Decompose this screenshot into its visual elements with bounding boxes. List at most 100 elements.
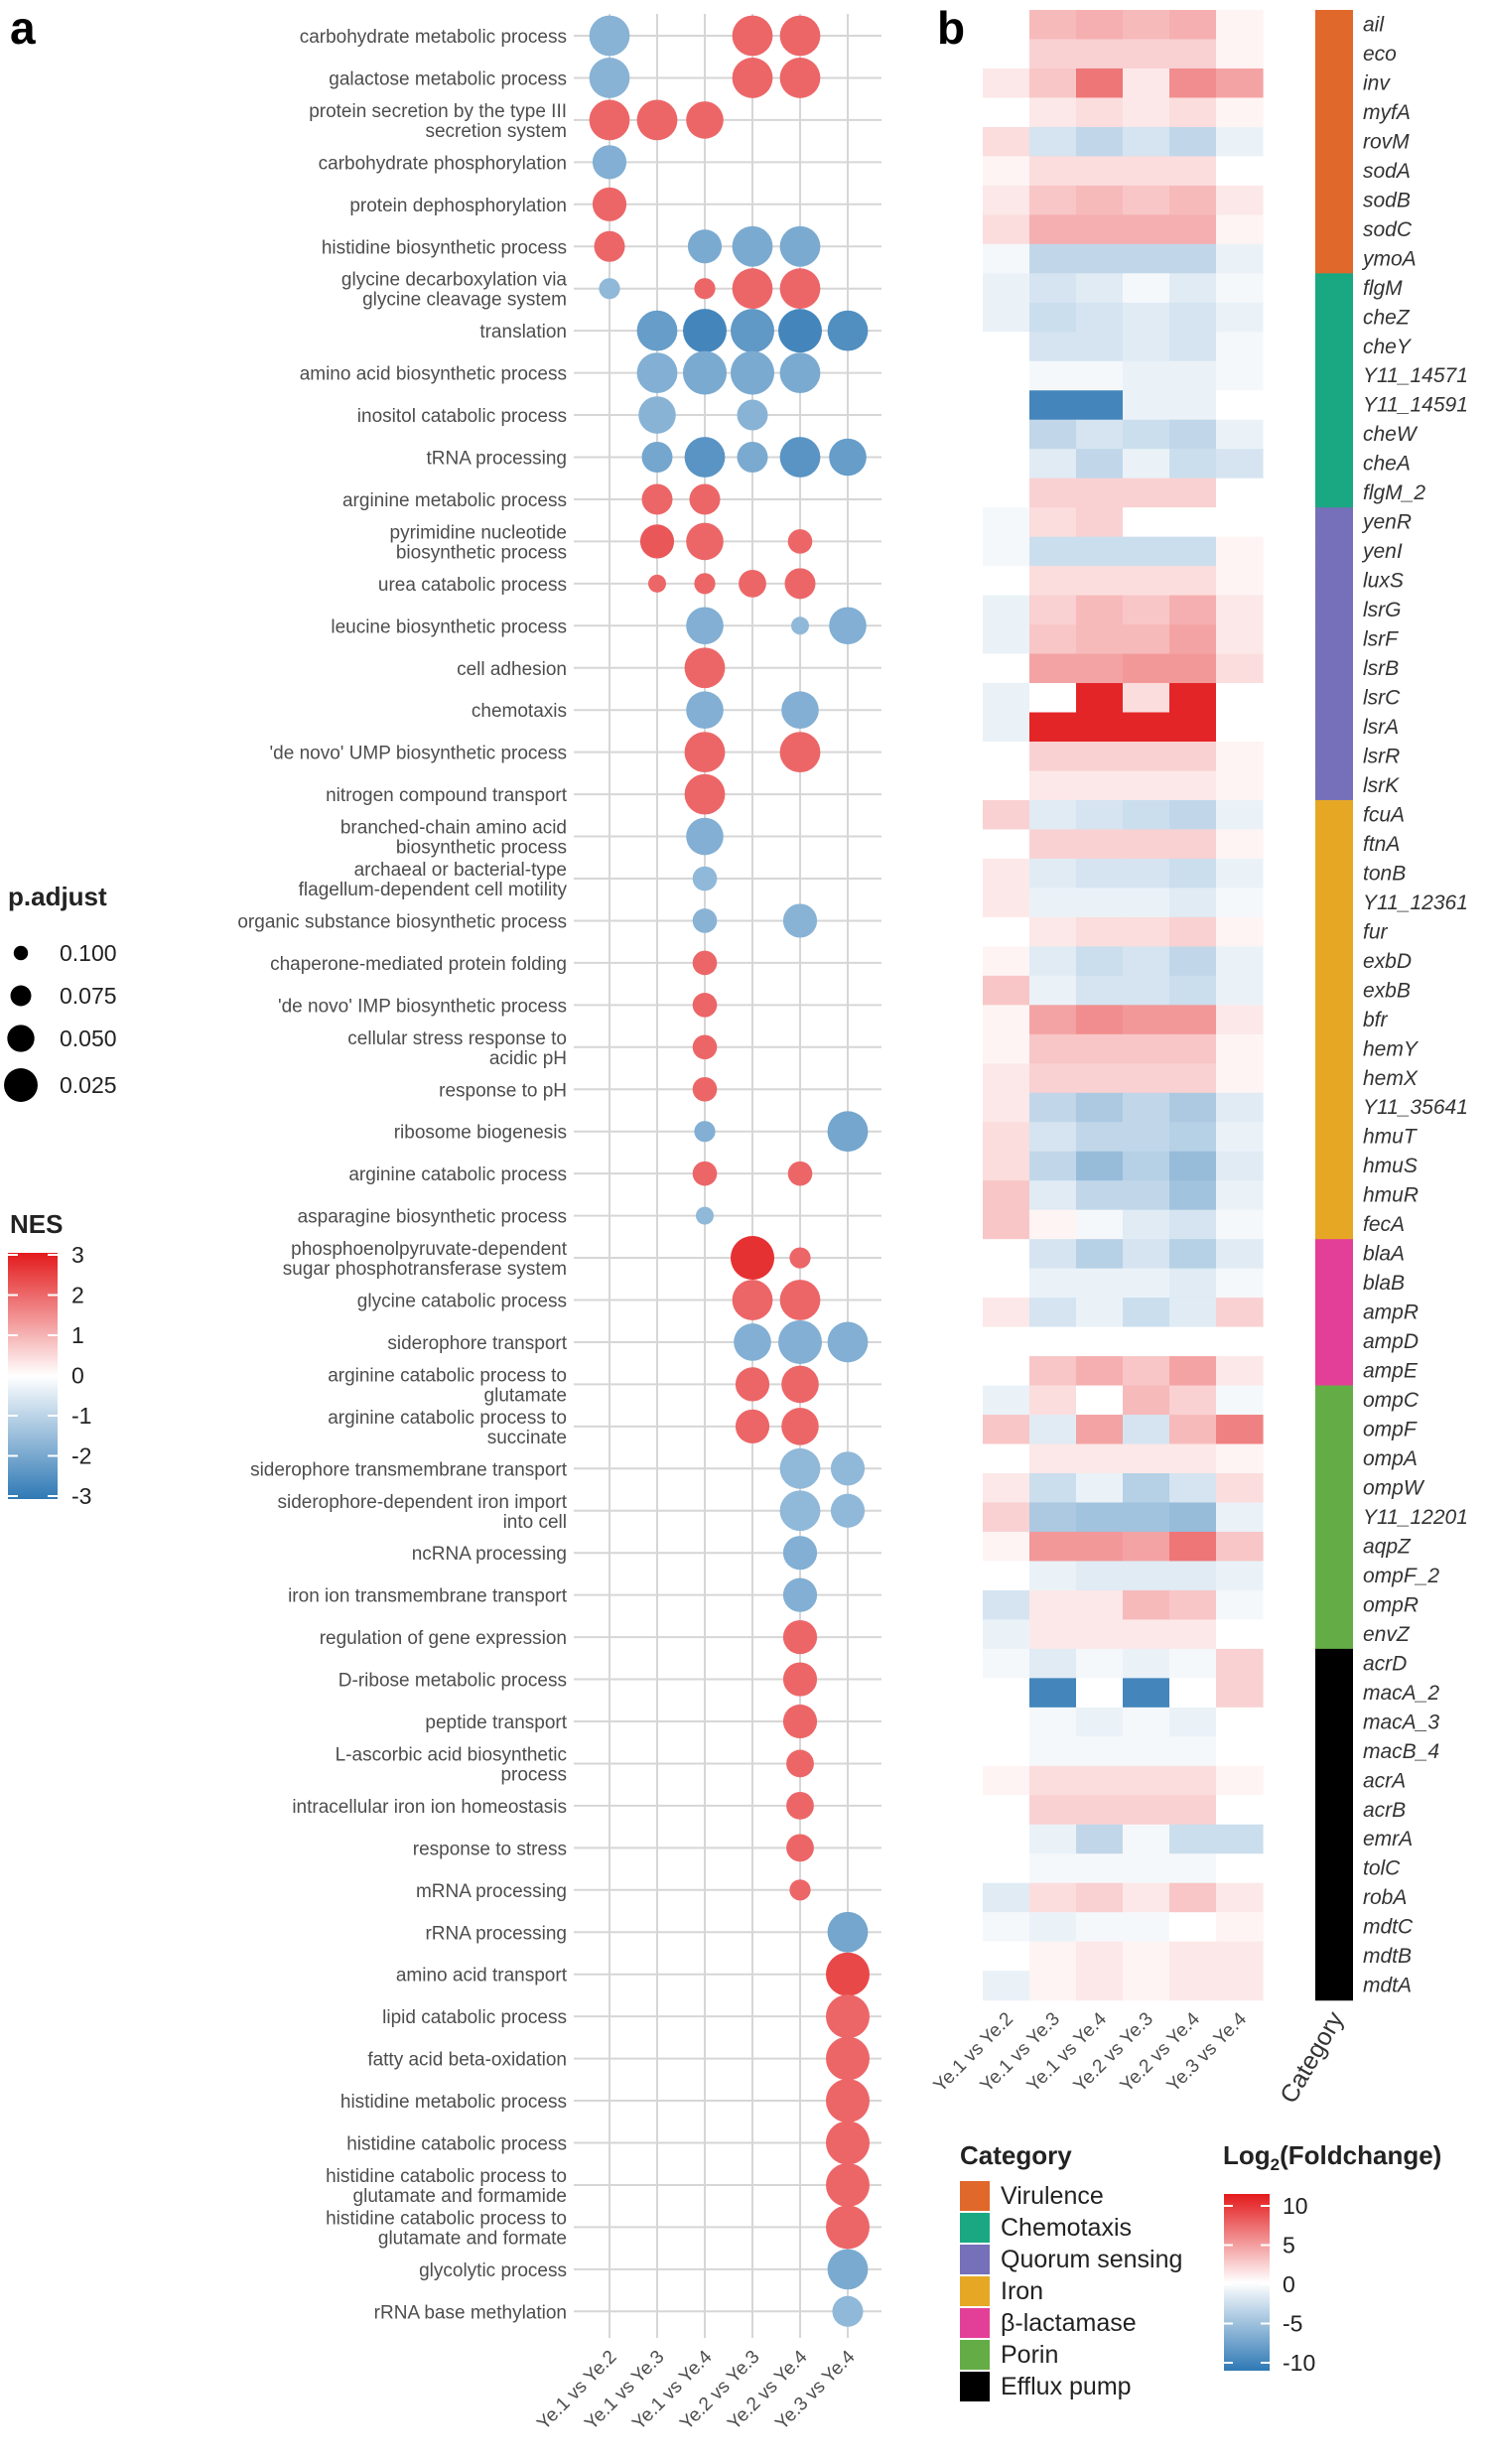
heatmap-cell: [983, 1063, 1030, 1094]
gene-label: lsrF: [1363, 628, 1399, 651]
heatmap-cell: [1076, 1239, 1124, 1270]
y-tick-label: glycine catabolic process: [357, 1292, 567, 1312]
heatmap-cell: [983, 1356, 1030, 1387]
data-dot: [732, 58, 773, 98]
heatmap-cell: [983, 946, 1030, 977]
heatmap-cell: [1029, 1180, 1077, 1211]
heatmap-cell: [983, 1531, 1030, 1563]
heatmap-cell: [1076, 1502, 1124, 1533]
category-cell: [1315, 975, 1353, 1006]
heatmap-cell: [1169, 97, 1217, 128]
gene-label: eco: [1363, 43, 1397, 66]
heatmap-cell: [1216, 478, 1264, 508]
heatmap-cell: [1169, 390, 1217, 421]
heatmap-cell: [983, 1619, 1030, 1650]
gene-label: ompR: [1363, 1593, 1419, 1616]
category-legend-swatch: [960, 2372, 990, 2401]
heatmap-cell: [983, 1853, 1030, 1884]
data-dot: [778, 1319, 822, 1364]
gene-label: cheW: [1363, 423, 1419, 446]
heatmap-cell: [1076, 419, 1124, 450]
data-dot: [686, 522, 724, 561]
heatmap-cell: [1169, 1122, 1217, 1153]
heatmap-cell: [1169, 946, 1217, 977]
heatmap-cell: [1169, 975, 1217, 1006]
heatmap-cell: [1169, 1853, 1217, 1884]
category-legend-label: Quorum sensing: [1001, 2246, 1182, 2273]
heatmap-cell: [1216, 1736, 1264, 1767]
category-cell: [1315, 1033, 1353, 1064]
data-dot: [686, 607, 724, 645]
heatmap-cell: [1029, 214, 1077, 245]
size-legend-dot: [4, 1068, 38, 1102]
heatmap-cell: [1076, 742, 1124, 772]
heatmap-cell: [1169, 1092, 1217, 1123]
heatmap-cell: [983, 156, 1030, 187]
heatmap-cell: [1076, 1882, 1124, 1913]
data-dot: [789, 1247, 811, 1269]
gene-label: robA: [1363, 1886, 1407, 1909]
heatmap-cell: [1123, 829, 1170, 860]
heatmap-cell: [1123, 1912, 1170, 1943]
heatmap-cell: [1076, 1180, 1124, 1211]
data-dot: [789, 1879, 811, 1901]
heatmap-cell: [1029, 536, 1077, 567]
heatmap-cell: [1216, 1971, 1264, 2001]
heatmap-cell: [1216, 1561, 1264, 1591]
gene-label: acrA: [1363, 1769, 1406, 1792]
heatmap-cell: [1076, 1561, 1124, 1591]
heatmap-cell: [1076, 185, 1124, 215]
heatmap-cell: [1216, 653, 1264, 684]
heatmap-cell: [1123, 1005, 1170, 1035]
heatmap-cell: [1029, 39, 1077, 69]
heatmap-cell: [1216, 243, 1264, 274]
heatmap-cell: [1076, 332, 1124, 362]
heatmap-cell: [983, 1736, 1030, 1767]
y-tick-label: chemotaxis: [472, 701, 567, 722]
data-dot: [781, 1365, 819, 1404]
heatmap-cell: [1029, 1765, 1077, 1796]
heatmap-cell: [1169, 1795, 1217, 1826]
heatmap-cell: [1216, 449, 1264, 479]
heatmap-cell: [1076, 566, 1124, 597]
y-tick-label: histidine catabolic process: [346, 2134, 567, 2155]
category-cell: [1315, 1356, 1353, 1387]
heatmap-cell: [1076, 243, 1124, 274]
heatmap-cell: [1029, 1678, 1077, 1709]
data-dot: [779, 15, 821, 57]
size-legend-label: 0.100: [60, 940, 117, 966]
category-cell: [1315, 1298, 1353, 1328]
gene-label: Y11_12201: [1363, 1506, 1468, 1529]
y-tick-label: D-ribose metabolic process: [338, 1671, 567, 1692]
heatmap-cell: [1216, 1033, 1264, 1064]
heatmap-cell: [1029, 332, 1077, 362]
data-dot: [683, 309, 727, 353]
heatmap-cell: [1216, 214, 1264, 245]
data-dot: [779, 58, 821, 98]
heatmap-cell: [1123, 1531, 1170, 1563]
gene-label: ftnA: [1363, 833, 1400, 856]
heatmap-cell: [1216, 1005, 1264, 1035]
heatmap-cell: [1216, 1092, 1264, 1123]
y-tick-label: peptide transport: [425, 1712, 567, 1733]
data-dot: [827, 1321, 869, 1363]
y-tick-label: siderophore transmembrane transport: [250, 1459, 568, 1480]
heatmap-cell: [1216, 1443, 1264, 1474]
heatmap-cell: [983, 975, 1030, 1006]
heatmap-cell: [1123, 1971, 1170, 2001]
heatmap-cell: [1029, 1619, 1077, 1650]
heatmap-cell: [1076, 1531, 1124, 1563]
y-tick-label: amino acid transport: [396, 1966, 568, 1986]
heatmap-cell: [1076, 126, 1124, 157]
category-cell: [1315, 566, 1353, 597]
heatmap-cell: [983, 916, 1030, 947]
heatmap-cell: [983, 243, 1030, 274]
heatmap-cell: [983, 1795, 1030, 1826]
heatmap-cell: [983, 1473, 1030, 1504]
heatmap-cell: [1029, 243, 1077, 274]
heatmap-cell: [1216, 39, 1264, 69]
data-dot: [641, 442, 673, 473]
category-legend-label: β-lactamase: [1001, 2309, 1137, 2337]
heatmap-cell: [1216, 507, 1264, 538]
heatmap-cell: [1076, 10, 1124, 41]
